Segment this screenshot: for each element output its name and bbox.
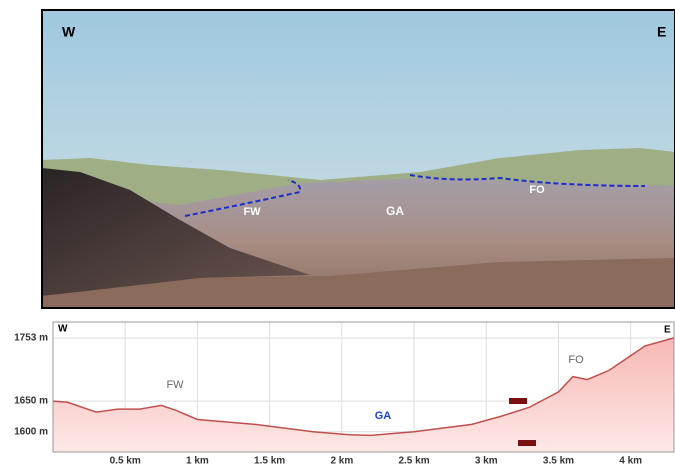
elevation-profile: 0.5 km 1 km 1.5 km 2 km 2.5 km 3 km 3.5 km 4 km… (14, 322, 674, 466)
marker-box (518, 440, 536, 446)
photo: W E FW GA FO (42, 10, 675, 308)
annotation: FO (568, 354, 584, 366)
x-tick-label: 1.5 km (254, 456, 285, 466)
marker-box (509, 398, 527, 404)
annotation: W (58, 324, 68, 335)
annotation: GA (375, 410, 392, 422)
x-tick-label: 1 km (186, 456, 209, 466)
annotation: FW (166, 379, 184, 391)
y-tick-label: 1650 m (14, 396, 48, 407)
x-tick-label: 2.5 km (398, 456, 429, 466)
x-tick-label: 4 km (619, 456, 642, 466)
photo-label: FW (243, 206, 261, 218)
y-tick-label: 1753 m (14, 333, 48, 344)
photo-label: E (657, 24, 666, 40)
photo-label: FO (529, 184, 545, 196)
x-tick-label: 2 km (330, 456, 353, 466)
x-tick-label: 0.5 km (110, 456, 141, 466)
x-tick-label: 3.5 km (543, 456, 574, 466)
y-tick-label: 1600 m (14, 426, 48, 437)
photo-label: GA (386, 204, 404, 218)
photo-label: W (62, 24, 76, 40)
annotation: E (664, 325, 671, 336)
x-tick-label: 3 km (475, 456, 498, 466)
figure: W E FW GA FO 0.5 km 1 km 1.5 km 2 km 2.5 km 3… (0, 0, 675, 466)
